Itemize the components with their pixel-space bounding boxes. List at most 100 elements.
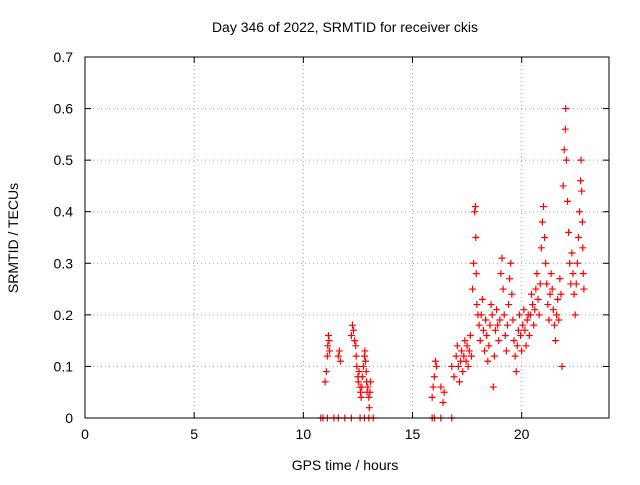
data-point <box>577 156 585 164</box>
data-point <box>321 378 329 386</box>
data-point <box>568 249 576 257</box>
data-point <box>555 316 563 324</box>
data-point <box>557 290 565 298</box>
data-point <box>562 156 570 164</box>
data-point <box>357 388 365 396</box>
data-point <box>498 254 506 262</box>
data-point <box>572 280 580 288</box>
data-point <box>517 331 525 339</box>
data-point <box>544 301 552 309</box>
data-point <box>367 378 375 386</box>
data-point <box>535 311 543 319</box>
data-point <box>578 218 586 226</box>
data-point <box>566 259 574 267</box>
y-tick-label: 0.3 <box>54 255 74 271</box>
data-point <box>533 270 541 278</box>
x-tick-label: 5 <box>190 426 198 442</box>
data-point <box>569 270 577 278</box>
data-point <box>487 301 495 309</box>
data-point <box>358 383 366 391</box>
data-point <box>430 373 438 381</box>
data-point <box>500 311 508 319</box>
data-point <box>365 404 373 412</box>
y-tick-label: 0.6 <box>54 101 74 117</box>
data-point <box>351 337 359 345</box>
data-point <box>336 357 344 365</box>
data-point <box>486 321 494 329</box>
data-point <box>454 362 462 370</box>
data-point <box>549 306 557 314</box>
data-point <box>462 357 470 365</box>
data-point <box>334 352 342 360</box>
data-point <box>350 326 358 334</box>
data-point <box>460 352 468 360</box>
data-point <box>479 326 487 334</box>
data-point <box>325 337 333 345</box>
data-point <box>348 321 356 329</box>
data-point <box>502 347 510 355</box>
data-point <box>484 357 492 365</box>
data-point <box>491 326 499 334</box>
data-point <box>489 383 497 391</box>
data-point <box>564 197 572 205</box>
data-point <box>483 331 491 339</box>
data-point <box>518 347 526 355</box>
data-point <box>579 270 587 278</box>
data-point <box>550 321 558 329</box>
data-point <box>503 321 511 329</box>
data-points <box>317 105 588 422</box>
data-point <box>546 290 554 298</box>
data-point <box>510 337 518 345</box>
data-point <box>366 388 374 396</box>
data-point <box>472 234 480 241</box>
data-point <box>579 244 587 252</box>
data-point <box>522 342 530 350</box>
data-point <box>361 347 369 355</box>
data-point <box>565 228 573 236</box>
data-point <box>476 337 484 345</box>
data-point <box>534 295 542 303</box>
data-point <box>529 301 537 309</box>
data-point <box>537 244 545 252</box>
data-point <box>554 295 562 303</box>
data-point <box>493 306 501 314</box>
data-point <box>545 316 553 324</box>
data-point <box>464 362 472 370</box>
data-point <box>481 347 489 355</box>
data-point <box>577 177 585 185</box>
data-point <box>490 352 498 360</box>
data-point <box>450 373 458 381</box>
data-point <box>540 203 547 211</box>
data-point <box>497 270 505 278</box>
data-point <box>507 259 515 267</box>
data-point <box>439 399 447 407</box>
data-point <box>496 316 504 324</box>
data-point <box>531 306 539 314</box>
data-point <box>508 290 516 298</box>
data-point <box>347 331 355 339</box>
x-tick-label: 15 <box>405 426 421 442</box>
data-point <box>511 352 519 360</box>
data-point <box>470 259 478 267</box>
data-point <box>536 280 544 288</box>
data-point <box>574 234 582 241</box>
data-point <box>471 203 479 211</box>
data-point <box>538 218 546 226</box>
data-point <box>543 280 551 288</box>
data-point <box>352 352 360 360</box>
data-point <box>547 270 555 278</box>
data-point <box>525 331 533 339</box>
data-point <box>458 347 466 355</box>
data-point <box>573 259 581 267</box>
data-point <box>494 321 502 329</box>
data-point <box>467 352 475 360</box>
data-point <box>473 301 481 309</box>
data-point <box>488 311 496 319</box>
data-point <box>556 275 564 283</box>
data-point <box>461 337 469 345</box>
data-point <box>571 311 579 319</box>
grid-lines <box>85 57 609 418</box>
data-point <box>471 208 479 216</box>
axis-ticks: 0 5 10 15 20 0 0.1 0.2 0.3 0.4 0.5 0.6 0.7 <box>54 49 609 442</box>
data-point <box>463 342 471 350</box>
